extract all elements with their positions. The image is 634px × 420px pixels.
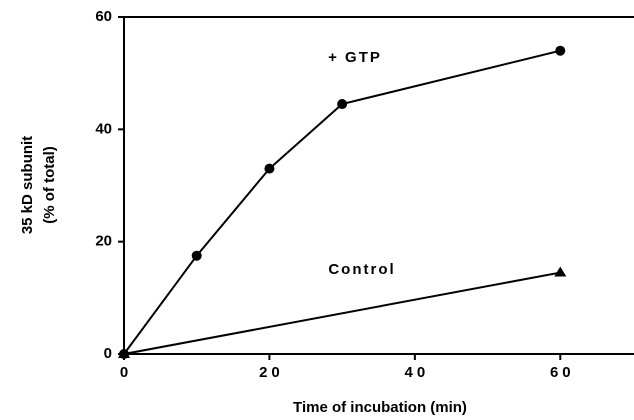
- series-line: [123, 49, 561, 355]
- y-tick-label: 0: [104, 345, 112, 362]
- marker: [264, 163, 275, 174]
- y-axis-label: (% of total): [41, 146, 58, 223]
- x-tick-label: 40: [405, 364, 430, 381]
- series-line: [123, 271, 561, 355]
- x-axis-label: Time of incubation (min): [293, 399, 467, 416]
- marker: [118, 348, 130, 358]
- y-tick-label: 20: [95, 233, 112, 250]
- series-label: + GTP: [328, 49, 382, 66]
- x-tick-label: 20: [259, 364, 284, 381]
- y-tick-label: 40: [95, 120, 112, 137]
- y-axis-label: 35 kD subunit: [19, 136, 36, 234]
- x-tick-label: 0: [120, 364, 132, 381]
- x-tick-label: 60: [550, 364, 575, 381]
- series-label: Control: [328, 261, 395, 278]
- marker: [337, 99, 348, 110]
- marker: [555, 45, 566, 56]
- marker: [554, 266, 567, 277]
- y-tick-label: 60: [95, 8, 112, 25]
- marker: [191, 250, 202, 261]
